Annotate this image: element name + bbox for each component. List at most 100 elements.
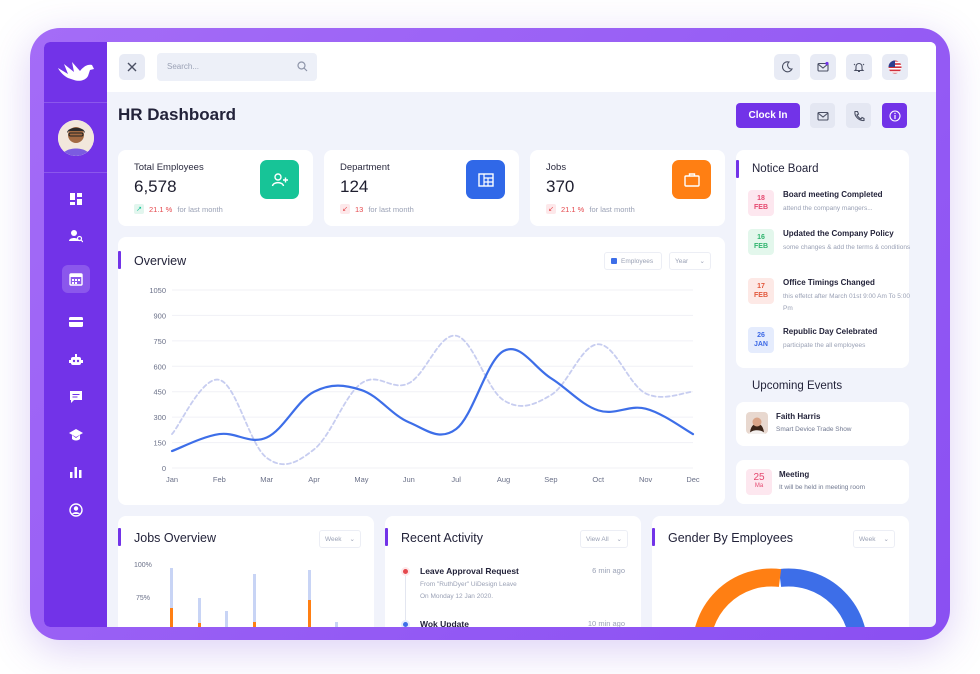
messages-button[interactable] bbox=[810, 54, 836, 80]
nav-calendar[interactable] bbox=[62, 265, 90, 293]
notice-day: 18 bbox=[757, 195, 765, 202]
event-day: 25 bbox=[753, 472, 765, 483]
trend-text: for last month bbox=[589, 204, 635, 214]
stat-trend: ↙ 13 for last month bbox=[340, 204, 414, 214]
notice-month: FEB bbox=[754, 204, 768, 211]
trend-percent: 13 bbox=[355, 204, 364, 214]
stat-card-department[interactable]: Department 124 ↙ 13 for last month bbox=[324, 150, 519, 226]
x-tick-label: Jun bbox=[403, 475, 415, 484]
event-name: Meeting bbox=[779, 470, 810, 479]
header-mail-button[interactable] bbox=[810, 103, 835, 128]
chevron-down-icon: ⌄ bbox=[699, 258, 705, 265]
jobs-bar-highlight bbox=[198, 623, 201, 627]
users-icon bbox=[260, 160, 299, 199]
activity-sub: On Monday 12 Jan 2020. bbox=[420, 593, 493, 600]
sidebar-divider bbox=[44, 102, 107, 103]
nav-reports[interactable] bbox=[62, 458, 90, 486]
search-input[interactable]: Search... bbox=[157, 53, 317, 81]
x-tick-label: Jan bbox=[166, 475, 178, 484]
stat-card-employees[interactable]: Total Employees 6,578 ↗ 21.1 % for last … bbox=[118, 150, 313, 226]
event-card[interactable]: 25 Ma Meeting It will be held in meeting… bbox=[736, 460, 909, 504]
gender-period-dropdown[interactable]: Week ⌄ bbox=[853, 530, 895, 548]
jobs-bar bbox=[198, 598, 201, 627]
stat-trend: ↙ 21.1 % for last month bbox=[546, 204, 635, 214]
jobs-bar-highlight bbox=[170, 608, 173, 627]
stat-trend: ↗ 21.1 % for last month bbox=[134, 204, 223, 214]
jobs-bar bbox=[335, 622, 338, 627]
stat-label: Total Employees bbox=[134, 162, 204, 173]
jobs-bar bbox=[225, 611, 228, 627]
overview-line-chart: 0 150 300 450 600 750 900 1050 Jan Feb Mar Apr May Ju… bbox=[149, 286, 700, 484]
event-card[interactable]: Faith Harris Smart Device Trade Show bbox=[736, 402, 909, 446]
notice-sub: attend the company mangers... bbox=[783, 205, 873, 212]
trend-up-icon: ↗ bbox=[134, 204, 144, 214]
notice-date: 18 FEB bbox=[748, 190, 774, 216]
jobs-overview-title: Jobs Overview bbox=[134, 531, 216, 545]
nav-messages[interactable] bbox=[62, 383, 90, 411]
dark-mode-button[interactable] bbox=[774, 54, 800, 80]
stat-value: 370 bbox=[546, 177, 575, 196]
header-phone-button[interactable] bbox=[846, 103, 871, 128]
x-tick-label: Jul bbox=[451, 475, 461, 484]
building-icon bbox=[466, 160, 505, 199]
jobs-period-dropdown[interactable]: Week ⌄ bbox=[319, 530, 361, 548]
section-accent bbox=[385, 528, 388, 546]
x-tick-label: Oct bbox=[592, 475, 605, 484]
trend-percent: 21.1 % bbox=[561, 204, 585, 214]
notice-sub: some changes & add the terms & condition… bbox=[783, 244, 911, 251]
event-name: Faith Harris bbox=[776, 412, 821, 421]
clock-in-button[interactable]: Clock In bbox=[736, 103, 800, 128]
calendar-icon bbox=[69, 273, 83, 286]
notice-day: 17 bbox=[757, 283, 765, 290]
x-tick-label: Sep bbox=[544, 475, 557, 484]
jobs-overview-card: Jobs Overview Week ⌄ 100% 75% bbox=[118, 516, 374, 627]
nav-training[interactable] bbox=[62, 421, 90, 449]
upcoming-events-title: Upcoming Events bbox=[752, 380, 843, 392]
user-avatar[interactable] bbox=[58, 120, 94, 156]
phone-icon bbox=[853, 110, 865, 121]
overview-title: Overview bbox=[134, 254, 187, 268]
activity-filter-dropdown[interactable]: View All ⌄ bbox=[580, 530, 628, 548]
us-flag-icon bbox=[888, 60, 902, 74]
close-icon bbox=[127, 62, 137, 72]
section-accent bbox=[118, 251, 121, 269]
gender-donut-chart bbox=[695, 568, 865, 627]
x-tick-label: Apr bbox=[308, 475, 320, 484]
notice-title: Board meeting Completed bbox=[783, 190, 883, 199]
info-icon bbox=[888, 109, 901, 122]
trend-text: for last month bbox=[368, 204, 414, 214]
notice-month: FEB bbox=[754, 243, 768, 250]
language-button[interactable] bbox=[882, 54, 908, 80]
activity-time: 6 min ago bbox=[592, 566, 625, 575]
period-dropdown[interactable]: Year ⌄ bbox=[669, 252, 711, 270]
jobs-bar bbox=[308, 570, 311, 627]
event-sub: Smart Device Trade Show bbox=[776, 426, 852, 433]
overview-card: Overview Employees Year ⌄ 0 150 300 450 600 7… bbox=[118, 237, 725, 505]
notice-board-card: Notice Board 18 FEB Board meeting Complet… bbox=[736, 150, 911, 368]
nav-user-search[interactable] bbox=[62, 222, 90, 250]
nav-dashboard[interactable] bbox=[62, 185, 90, 213]
notifications-button[interactable] bbox=[846, 54, 872, 80]
notice-board-title: Notice Board bbox=[752, 163, 819, 175]
notice-date: 17 FEB bbox=[748, 278, 774, 304]
header-info-button[interactable] bbox=[882, 103, 907, 128]
trend-down-icon: ↙ bbox=[546, 204, 556, 214]
gender-card: Gender By Employees Week ⌄ bbox=[652, 516, 909, 627]
sidebar bbox=[44, 42, 107, 627]
activity-title[interactable]: Leave Approval Request bbox=[420, 566, 519, 576]
activity-title[interactable]: Wok Update bbox=[420, 619, 469, 627]
jobs-bar-highlight bbox=[253, 622, 256, 627]
jobs-bar bbox=[170, 568, 173, 627]
trend-percent: 21.1 % bbox=[149, 204, 173, 214]
chart-legend[interactable]: Employees bbox=[604, 252, 662, 270]
nav-bot[interactable] bbox=[62, 346, 90, 374]
series-line-dashed bbox=[171, 334, 694, 466]
y-tick-label: 450 bbox=[153, 388, 166, 397]
nav-payments[interactable] bbox=[62, 308, 90, 336]
section-accent bbox=[652, 528, 655, 546]
stat-label: Department bbox=[340, 162, 390, 173]
notice-month: FEB bbox=[754, 292, 768, 299]
nav-profile[interactable] bbox=[62, 496, 90, 524]
stat-card-jobs[interactable]: Jobs 370 ↙ 21.1 % for last month bbox=[530, 150, 725, 226]
close-menu-button[interactable] bbox=[119, 54, 145, 80]
